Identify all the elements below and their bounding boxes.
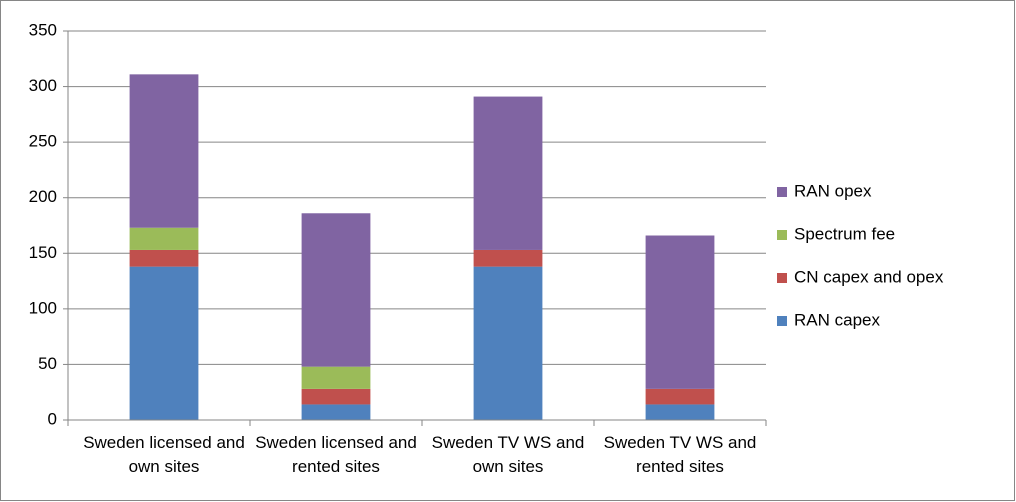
legend-swatch xyxy=(777,273,787,283)
bar-segment xyxy=(473,266,543,420)
bar-segment xyxy=(301,213,371,367)
bar-segment xyxy=(473,96,543,250)
x-tick-label: Sweden TV WS and rented sites xyxy=(603,433,757,476)
bar-segment xyxy=(645,404,715,420)
bar-segment xyxy=(129,249,199,267)
y-tick-label: 350 xyxy=(29,20,57,39)
bar-segment xyxy=(301,388,371,405)
y-tick-label: 0 xyxy=(48,409,57,428)
legend-label: RAN capex xyxy=(794,310,880,329)
bar-segment xyxy=(301,366,371,389)
bar-segment xyxy=(645,235,715,389)
bar-segment xyxy=(129,266,199,420)
legend-swatch xyxy=(777,230,787,240)
y-tick-label: 50 xyxy=(38,354,57,373)
legend-label: CN capex and opex xyxy=(794,267,944,286)
bar-segment xyxy=(473,249,543,267)
y-tick-label: 100 xyxy=(29,298,57,317)
bar-segment xyxy=(129,74,199,228)
legend-label: RAN opex xyxy=(794,181,872,200)
legend-label: Spectrum fee xyxy=(794,224,895,243)
legend-swatch xyxy=(777,187,787,197)
x-tick-label: Sweden TV WS and own sites xyxy=(431,433,585,476)
bar-segment xyxy=(129,227,199,250)
bar-segment xyxy=(645,388,715,405)
y-tick-label: 300 xyxy=(29,76,57,95)
bar-segment xyxy=(301,404,371,420)
y-tick-label: 250 xyxy=(29,132,57,151)
y-tick-label: 200 xyxy=(29,187,57,206)
y-tick-label: 150 xyxy=(29,243,57,262)
x-tick-label: Sweden licensed and rented sites xyxy=(255,433,417,476)
legend-swatch xyxy=(777,316,787,326)
x-tick-label: Sweden licensed and own sites xyxy=(83,433,245,476)
